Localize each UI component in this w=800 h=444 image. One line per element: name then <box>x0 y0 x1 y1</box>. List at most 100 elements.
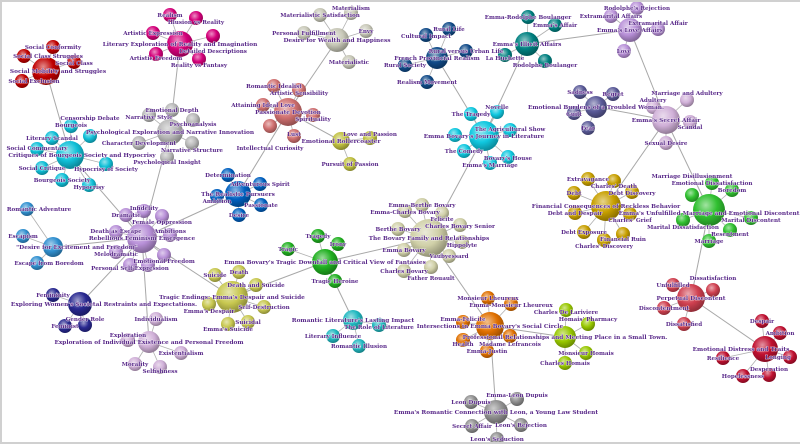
topic-node-marriage[interactable] <box>702 234 716 248</box>
topic-node-charles-death[interactable] <box>607 174 621 188</box>
topic-node-romantic-idealist[interactable] <box>267 79 281 93</box>
topic-node-literary-scandal[interactable] <box>45 131 59 145</box>
hub-node-french-provincial-realism[interactable] <box>426 47 448 69</box>
topic-node-female-oppression[interactable] <box>155 209 169 223</box>
hub-node-emma-s-unfulfilled-marriage-and-emotional-discontent[interactable] <box>693 194 725 226</box>
topic-node-suicide[interactable] <box>208 268 222 282</box>
topic-node-boredom[interactable] <box>725 183 739 197</box>
topic-node-literary-influence[interactable] <box>326 329 340 343</box>
topic-node-hypocrisy[interactable] <box>82 178 96 192</box>
topic-node-charles-bovary[interactable] <box>397 264 411 278</box>
topic-node-reality-vs-fantasy[interactable] <box>192 52 206 66</box>
topic-node-charles-homais[interactable] <box>558 356 572 370</box>
topic-node-bourgeois[interactable] <box>64 119 78 133</box>
topic-node-lust[interactable] <box>287 129 301 143</box>
hub-node-psychological-exploration-and-narrative-innovation[interactable] <box>157 119 183 145</box>
topic-node-social-critique[interactable] <box>35 161 49 175</box>
topic-node-bovary-s-house[interactable] <box>501 150 515 164</box>
topic-node-spirituality[interactable] <box>306 108 320 122</box>
topic-node-charles-grief[interactable] <box>623 207 637 221</box>
topic-node-materialistic-satisfaction[interactable] <box>313 8 327 22</box>
topic-node-the-tragedy[interactable] <box>464 107 478 121</box>
topic-node-debt-discovery[interactable] <box>625 185 639 199</box>
topic-node-the-comedy[interactable] <box>457 144 471 158</box>
topic-node-infidelity[interactable] <box>137 204 151 218</box>
topic-node-rodolphe-s-rejection[interactable] <box>630 2 644 15</box>
topic-node-unfulfilled[interactable] <box>666 278 680 292</box>
topic-node-ambition[interactable] <box>773 326 787 340</box>
topic-node-personal-fulfillment[interactable] <box>297 26 311 40</box>
topic-node-felicite[interactable] <box>435 206 449 220</box>
hub-node-rebellious-feminism-emergence[interactable] <box>127 223 157 253</box>
hub-node-passionate-devotion[interactable] <box>274 98 302 126</box>
topic-node-financial-ruin[interactable] <box>616 227 630 241</box>
topic-node-leon-s-rejection[interactable] <box>514 418 528 432</box>
hub-node-professional-relationships-and-meeting-place-in-a-small-town[interactable] <box>554 326 576 348</box>
topic-node-extravagance[interactable] <box>581 172 595 186</box>
topic-node-death[interactable] <box>232 265 246 279</box>
topic-node-emotional-dissatisfaction[interactable] <box>705 176 719 190</box>
topic-node-realism-movement[interactable] <box>420 75 434 89</box>
topic-node-dissatisfied[interactable] <box>677 317 691 331</box>
topic-node-envy[interactable] <box>359 24 373 38</box>
topic-node-pursuit-of-passion[interactable] <box>343 157 357 171</box>
topic-node-realism[interactable] <box>163 8 177 22</box>
topic-node-health[interactable] <box>456 333 470 347</box>
topic-node-death-and-suicide[interactable] <box>249 278 263 292</box>
topic-node-love[interactable] <box>617 44 631 58</box>
topic-node-tragic[interactable] <box>281 242 295 256</box>
topic-node-social-class-struggles[interactable] <box>17 49 31 63</box>
topic-node-melodramatic[interactable] <box>109 245 123 259</box>
topic-node-passionate[interactable] <box>254 198 268 212</box>
topic-node-exploration[interactable] <box>121 333 135 347</box>
topic-node-resentment[interactable] <box>723 223 737 237</box>
topic-node-rural-life[interactable] <box>442 22 456 36</box>
topic-node-regret[interactable] <box>606 87 620 101</box>
topic-node-hopelessness[interactable] <box>736 369 750 383</box>
hub-node-desire-for-excitement-and-freedom[interactable] <box>43 237 63 257</box>
topic-node-emma-berthe-bovary[interactable] <box>415 198 429 212</box>
topic-node-emma-s-marriage[interactable] <box>483 156 497 170</box>
hub-node-literary-exploration-of-reality-and-imagination[interactable] <box>167 31 193 57</box>
hub-node-emma-s-love-affairs[interactable] <box>618 18 642 42</box>
topic-node-desire[interactable] <box>232 208 246 222</box>
topic-node-sexual-desire[interactable] <box>659 136 673 150</box>
topic-node-self-destruction[interactable] <box>257 300 271 314</box>
topic-node-debt-exposure[interactable] <box>577 225 591 239</box>
topic-node-the-role-of-literature[interactable] <box>372 318 386 332</box>
topic-node-hippolyte[interactable] <box>455 235 469 249</box>
topic-node-rodolphe-boulanger[interactable] <box>538 54 552 68</box>
topic-node-individualism[interactable] <box>149 312 163 326</box>
topic-node-artistic-expression[interactable] <box>146 26 160 40</box>
hub-node-romantic-literature-s-lasting-impact[interactable] <box>343 310 363 330</box>
topic-node-romantic-adventure[interactable] <box>20 202 34 216</box>
topic-node-extramarital-affair[interactable] <box>651 22 665 36</box>
topic-node-attaining-ideal-love[interactable] <box>256 98 270 112</box>
topic-node-illusion-vs-reality[interactable] <box>189 11 203 25</box>
topic-node-rural-versus-urban-life[interactable] <box>459 44 473 58</box>
topic-node-artistic-freedom[interactable] <box>149 47 163 61</box>
topic-node-madame-lefrancois[interactable] <box>503 329 517 343</box>
topic-node-marital-dissatisfaction[interactable] <box>676 213 690 227</box>
topic-node-emma-bovary[interactable] <box>397 243 411 257</box>
topic-node-selfishness[interactable] <box>153 360 167 374</box>
topic-node-emma-felicite[interactable] <box>456 315 470 329</box>
topic-node-emma-leon-dupuis[interactable] <box>510 392 524 406</box>
topic-node-detailed-descriptions[interactable] <box>206 29 220 43</box>
topic-node-fear[interactable] <box>581 121 595 135</box>
topic-node-gender-role[interactable] <box>78 318 92 332</box>
topic-node-emotional-depth[interactable] <box>165 103 179 117</box>
topic-node-guilt[interactable] <box>567 106 581 120</box>
topic-node-dramatic[interactable] <box>119 208 133 222</box>
hub-node-emma-s-secret-affair[interactable] <box>652 106 680 134</box>
topic-node-social-class[interactable] <box>67 55 81 69</box>
topic-node-node[interactable] <box>448 128 462 142</box>
topic-node-tragic-heroine[interactable] <box>328 274 342 288</box>
topic-node-emma-rodolphe-boulanger[interactable] <box>521 10 535 24</box>
topic-node-charles-bovary-senior[interactable] <box>453 218 467 232</box>
hub-node-emotional-burdens-of-a-troubled-woman[interactable] <box>585 96 607 118</box>
hub-node-the-realistic-pursuers[interactable] <box>225 181 251 207</box>
topic-node-femininity[interactable] <box>46 288 60 302</box>
topic-node-scandal[interactable] <box>683 115 697 129</box>
